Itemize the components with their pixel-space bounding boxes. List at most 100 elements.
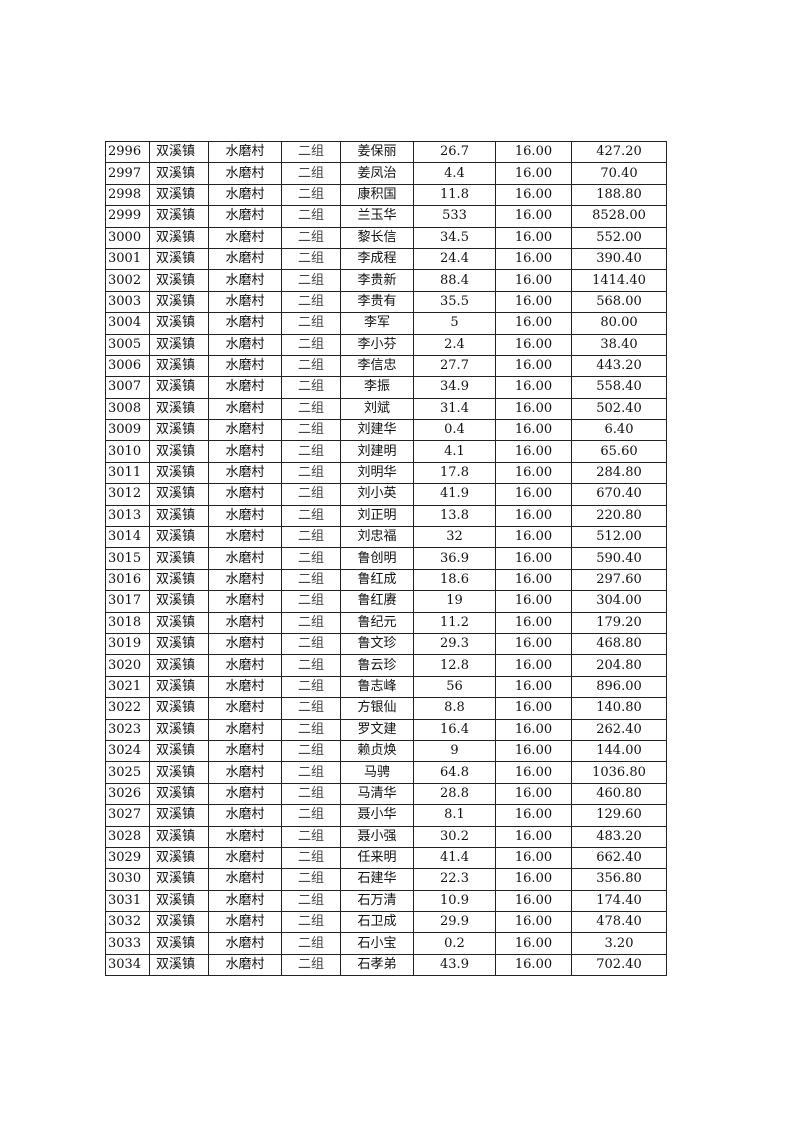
amount-cell: 568.00 — [571, 290, 667, 314]
name-cell: 兰玉华 — [340, 205, 414, 228]
amount-cell: 204.80 — [571, 654, 667, 677]
amount-cell: 38.40 — [571, 333, 667, 356]
quantity-cell: 5 — [413, 312, 496, 335]
name-cell: 刘建华 — [340, 419, 414, 442]
unit-price-cell: 16.00 — [495, 290, 572, 314]
quantity-cell: 27.7 — [413, 354, 496, 378]
unit-price-cell: 16.00 — [495, 675, 572, 699]
quantity-cell: 11.8 — [413, 183, 496, 207]
group-cell: 二组 — [281, 162, 341, 185]
town-cell: 双溪镇 — [149, 483, 209, 506]
group-cell: 二组 — [281, 269, 341, 292]
village-cell: 水磨村 — [208, 162, 282, 185]
name-cell: 刘斌 — [340, 397, 414, 421]
name-cell: 鲁创明 — [340, 547, 414, 570]
group-cell: 二组 — [281, 611, 341, 634]
row-number-cell: 3023 — [105, 718, 150, 741]
table-row: 2998 双溪镇 水磨村 二组 康积国 11.8 16.00 188.80 — [105, 183, 667, 207]
quantity-cell: 43.9 — [413, 953, 496, 977]
table-row: 3007 双溪镇 水磨村 二组 李振 34.9 16.00 558.40 — [105, 376, 667, 399]
quantity-cell: 31.4 — [413, 397, 496, 421]
amount-cell: 670.40 — [571, 483, 667, 506]
table-row: 3016 双溪镇 水磨村 二组 鲁红成 18.6 16.00 297.60 — [105, 568, 667, 592]
table-row: 3014 双溪镇 水磨村 二组 刘忠福 32 16.00 512.00 — [105, 526, 667, 549]
unit-price-cell: 16.00 — [495, 183, 572, 207]
unit-price-cell: 16.00 — [495, 868, 572, 891]
quantity-cell: 10.9 — [413, 889, 496, 913]
quantity-cell: 22.3 — [413, 868, 496, 891]
table-row: 3026 双溪镇 水磨村 二组 马清华 28.8 16.00 460.80 — [105, 782, 667, 806]
group-cell: 二组 — [281, 290, 341, 314]
town-cell: 双溪镇 — [149, 675, 209, 699]
town-cell: 双溪镇 — [149, 697, 209, 720]
name-cell: 李振 — [340, 376, 414, 399]
row-number-cell: 3018 — [105, 611, 150, 634]
village-cell: 水磨村 — [208, 333, 282, 356]
village-cell: 水磨村 — [208, 761, 282, 784]
town-cell: 双溪镇 — [149, 654, 209, 677]
village-cell: 水磨村 — [208, 825, 282, 848]
group-cell: 二组 — [281, 483, 341, 506]
town-cell: 双溪镇 — [149, 739, 209, 763]
unit-price-cell: 16.00 — [495, 761, 572, 784]
village-cell: 水磨村 — [208, 675, 282, 699]
town-cell: 双溪镇 — [149, 504, 209, 528]
town-cell: 双溪镇 — [149, 911, 209, 934]
village-cell: 水磨村 — [208, 226, 282, 249]
group-cell: 二组 — [281, 526, 341, 549]
amount-cell: 702.40 — [571, 953, 667, 977]
group-cell: 二组 — [281, 889, 341, 913]
unit-price-cell: 16.00 — [495, 312, 572, 335]
group-cell: 二组 — [281, 354, 341, 378]
amount-cell: 443.20 — [571, 354, 667, 378]
amount-cell: 468.80 — [571, 632, 667, 656]
village-cell: 水磨村 — [208, 868, 282, 891]
quantity-cell: 8.8 — [413, 697, 496, 720]
group-cell: 二组 — [281, 932, 341, 955]
group-cell: 二组 — [281, 739, 341, 763]
amount-cell: 144.00 — [571, 739, 667, 763]
row-number-cell: 3000 — [105, 226, 150, 249]
group-cell: 二组 — [281, 504, 341, 528]
amount-cell: 558.40 — [571, 376, 667, 399]
town-cell: 双溪镇 — [149, 953, 209, 977]
quantity-cell: 0.2 — [413, 932, 496, 955]
row-number-cell: 3017 — [105, 590, 150, 613]
name-cell: 姜保丽 — [340, 140, 414, 164]
name-cell: 马骋 — [340, 761, 414, 784]
table-row: 3000 双溪镇 水磨村 二组 黎长信 34.5 16.00 552.00 — [105, 226, 667, 249]
table-row: 3004 双溪镇 水磨村 二组 李军 5 16.00 80.00 — [105, 312, 667, 335]
row-number-cell: 3022 — [105, 697, 150, 720]
group-cell: 二组 — [281, 440, 341, 463]
row-number-cell: 3015 — [105, 547, 150, 570]
unit-price-cell: 16.00 — [495, 333, 572, 356]
town-cell: 双溪镇 — [149, 889, 209, 913]
group-cell: 二组 — [281, 846, 341, 870]
unit-price-cell: 16.00 — [495, 889, 572, 913]
village-cell: 水磨村 — [208, 247, 282, 271]
village-cell: 水磨村 — [208, 397, 282, 421]
unit-price-cell: 16.00 — [495, 483, 572, 506]
table-row: 3025 双溪镇 水磨村 二组 马骋 64.8 16.00 1036.80 — [105, 761, 667, 784]
table-row: 2997 双溪镇 水磨村 二组 姜凤治 4.4 16.00 70.40 — [105, 162, 667, 185]
town-cell: 双溪镇 — [149, 419, 209, 442]
group-cell: 二组 — [281, 312, 341, 335]
row-number-cell: 3003 — [105, 290, 150, 314]
name-cell: 鲁文珍 — [340, 632, 414, 656]
town-cell: 双溪镇 — [149, 183, 209, 207]
table-row: 3029 双溪镇 水磨村 二组 任来明 41.4 16.00 662.40 — [105, 846, 667, 870]
quantity-cell: 32 — [413, 526, 496, 549]
group-cell: 二组 — [281, 461, 341, 485]
group-cell: 二组 — [281, 140, 341, 164]
row-number-cell: 3021 — [105, 675, 150, 699]
amount-cell: 262.40 — [571, 718, 667, 741]
table-row: 3020 双溪镇 水磨村 二组 鲁云珍 12.8 16.00 204.80 — [105, 654, 667, 677]
unit-price-cell: 16.00 — [495, 825, 572, 848]
table-row: 3033 双溪镇 水磨村 二组 石小宝 0.2 16.00 3.20 — [105, 932, 667, 955]
name-cell: 鲁红成 — [340, 568, 414, 592]
amount-cell: 1036.80 — [571, 761, 667, 784]
group-cell: 二组 — [281, 718, 341, 741]
town-cell: 双溪镇 — [149, 782, 209, 806]
village-cell: 水磨村 — [208, 461, 282, 485]
quantity-cell: 17.8 — [413, 461, 496, 485]
